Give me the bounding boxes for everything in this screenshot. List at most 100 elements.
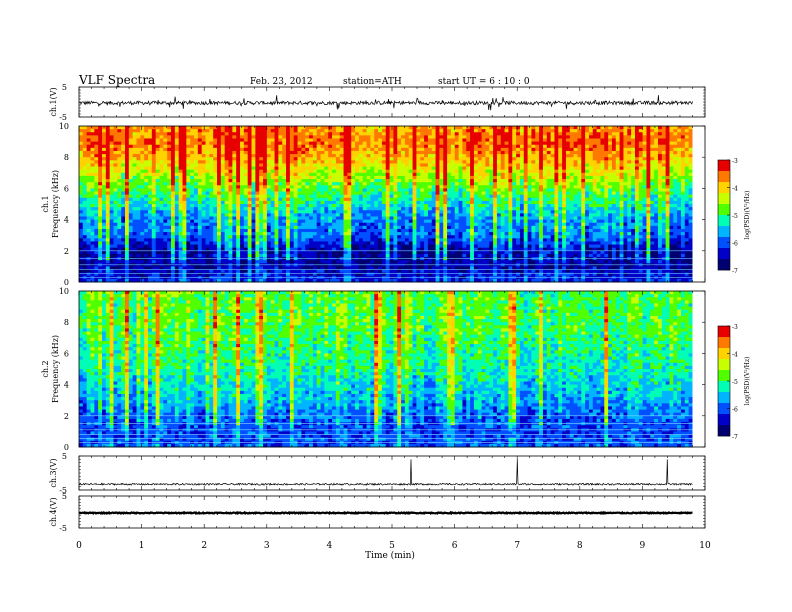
spectrogram-cell (435, 213, 440, 217)
spectrogram-cell (151, 260, 157, 264)
spectrogram-cell (447, 188, 452, 192)
spectrogram-cell (447, 235, 452, 239)
spectrogram-cell (362, 175, 367, 180)
spectrogram-cell (79, 166, 84, 171)
spectrogram-cell (374, 266, 379, 270)
spectrogram-cell (121, 132, 126, 136)
spectrogram-cell (263, 213, 268, 217)
spectrogram-cell (224, 216, 229, 220)
spectrogram-cell (401, 185, 406, 189)
spectrogram-cell (366, 172, 371, 177)
spectrogram-cell (420, 241, 425, 245)
spectrogram-cell (362, 266, 367, 270)
spectrogram-cell (151, 132, 157, 136)
spectrogram-cell (297, 197, 302, 202)
spectrogram-cell (297, 144, 302, 149)
spectrogram-cell (82, 244, 88, 249)
spectrogram-cell (443, 278, 448, 283)
spectrogram-cell (201, 247, 206, 252)
spectrogram-cell (194, 228, 199, 233)
ch1-waveform-panel: 5-5ch.1(V) (49, 83, 706, 122)
spectrogram-cell (136, 222, 141, 227)
spectrogram-cell (109, 247, 114, 252)
spectrogram-cell (167, 213, 172, 217)
spectrogram-cell (132, 241, 137, 245)
spectrogram-cell (427, 126, 433, 130)
spectrogram-cell (220, 266, 226, 270)
spectrogram-cell (381, 241, 387, 245)
spectrogram-cell (102, 213, 107, 217)
spectrogram-cell (217, 225, 222, 230)
spectrogram-cell (105, 278, 111, 283)
spectrogram-cell (194, 272, 199, 277)
spectrogram-cell (301, 278, 306, 283)
spectrogram-cell (228, 241, 233, 245)
spectrogram-cell (151, 154, 157, 158)
spectrogram-cell (163, 169, 168, 174)
spectrogram-cell (293, 225, 298, 230)
spectrogram-cell (358, 204, 364, 208)
spectrogram-cell (435, 238, 440, 242)
spectrogram-cell (243, 182, 249, 186)
spectrogram-cell (213, 188, 218, 192)
spectrogram-cell (217, 244, 222, 249)
spectrogram-cell (178, 228, 183, 233)
spectrogram-cell (128, 185, 134, 189)
spectrogram-cell (232, 200, 237, 205)
spectrogram-cell (171, 238, 176, 242)
spectrogram-cell (213, 219, 218, 224)
spectrogram-cell (316, 185, 321, 189)
spectrogram-cell (293, 278, 298, 283)
spectrogram-cell (220, 172, 226, 177)
spectrogram-cell (117, 216, 122, 220)
spectrogram-cell (408, 266, 413, 270)
spectrogram-cell (332, 247, 337, 252)
spectrogram-cell (309, 228, 314, 233)
spectrogram-cell (439, 169, 444, 174)
spectrogram-cell (113, 216, 118, 220)
spectrogram-cell (374, 188, 379, 192)
spectrogram-cell (401, 175, 406, 180)
spectrogram-cell (247, 166, 252, 171)
spectrogram-cell (155, 160, 160, 164)
spectrogram-cell (316, 222, 321, 227)
spectrogram-cell (155, 272, 160, 277)
spectrogram-cell (213, 222, 218, 227)
spectrogram-cell (427, 278, 433, 283)
spectrogram-cell (148, 260, 153, 264)
spectrogram-cell (190, 213, 195, 217)
spectrogram-cell (332, 238, 337, 242)
spectrogram-cell (163, 132, 168, 136)
spectrogram-cell (182, 135, 187, 139)
spectrogram-cell (366, 182, 371, 186)
spectrogram-cell (404, 154, 410, 158)
spectrogram-cell (355, 238, 360, 242)
spectrogram-cell (278, 188, 283, 192)
spectrogram-cell (155, 191, 160, 196)
spectrogram-cell (174, 272, 180, 277)
spectrogram-cell (79, 172, 84, 177)
spectrogram-cell (178, 219, 183, 224)
spectrogram-cell (102, 241, 107, 245)
spectrogram-cell (240, 241, 245, 245)
spectrogram-cell (412, 232, 417, 236)
spectrogram-cell (424, 204, 429, 208)
spectrogram-cell (374, 253, 379, 258)
spectrogram-cell (297, 126, 302, 130)
spectrogram-cell (351, 247, 356, 252)
spectrogram-cell (201, 179, 206, 183)
spectrogram-cell (370, 144, 375, 149)
spectrogram-cell (186, 129, 191, 133)
spectrogram-cell (443, 260, 448, 264)
spectrogram-cell (209, 188, 214, 192)
spectrogram-cell (378, 182, 383, 186)
spectrogram-cell (205, 200, 210, 205)
spectrogram-cell (447, 154, 452, 158)
spectrogram-cell (113, 191, 118, 196)
spectrogram-cell (182, 188, 187, 192)
spectrogram-cell (378, 157, 383, 161)
spectrogram-cell (251, 213, 256, 217)
spectrogram-cell (378, 278, 383, 283)
spectrogram-cell (236, 160, 241, 164)
spectrogram-cell (335, 182, 341, 186)
